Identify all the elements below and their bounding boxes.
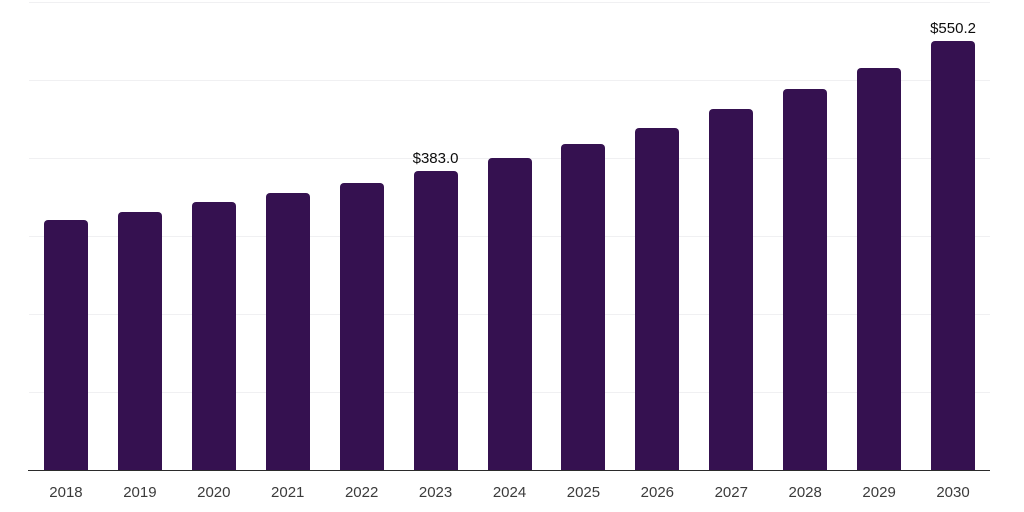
bar-2024 <box>487 158 532 470</box>
bar-2021 <box>265 193 310 470</box>
bar-value-label-2023: $383.0 <box>412 150 459 168</box>
bar-value-label-2030: $550.2 <box>930 19 976 37</box>
bar-2019 <box>117 211 162 470</box>
bar-2026 <box>635 127 680 470</box>
x-axis-tick-label-2020: 2020 <box>197 484 231 501</box>
bar-2025 <box>561 143 606 470</box>
x-axis-tick-label-2019: 2019 <box>123 484 157 501</box>
x-axis-tick-label-2029: 2029 <box>862 484 896 501</box>
gridline <box>29 80 990 81</box>
x-axis-tick-label-2023: 2023 <box>418 484 453 501</box>
x-axis-tick-label-2018: 2018 <box>49 484 83 501</box>
bar-2022 <box>339 182 384 470</box>
bar-2028 <box>783 89 828 470</box>
x-axis-tick-label-2021: 2021 <box>271 484 305 501</box>
x-axis-tick-label-2026: 2026 <box>640 484 675 501</box>
plot-area: $383.0 $550.2 <box>29 2 990 470</box>
x-axis-tick-label-2027: 2027 <box>714 484 748 501</box>
x-axis-tick-label-2024: 2024 <box>492 484 527 501</box>
x-axis-tick-label-2028: 2028 <box>788 484 822 501</box>
bar-2027 <box>709 108 754 470</box>
gridline <box>29 2 990 3</box>
bar-2018 <box>43 220 88 470</box>
x-axis-tick-label-2025: 2025 <box>566 484 601 501</box>
bar-2023 <box>413 171 458 470</box>
bar-2029 <box>857 67 902 470</box>
bar-2020 <box>191 202 236 470</box>
x-axis-tick-label-2022: 2022 <box>344 484 379 501</box>
bar-2030 <box>931 40 976 470</box>
x-axis-line <box>28 469 990 471</box>
x-axis-tick-label-2030: 2030 <box>936 484 970 501</box>
x-axis-labels: 2018 2019 2020 2021 2022 2023 2024 2025 2026 2027… <box>29 484 990 504</box>
